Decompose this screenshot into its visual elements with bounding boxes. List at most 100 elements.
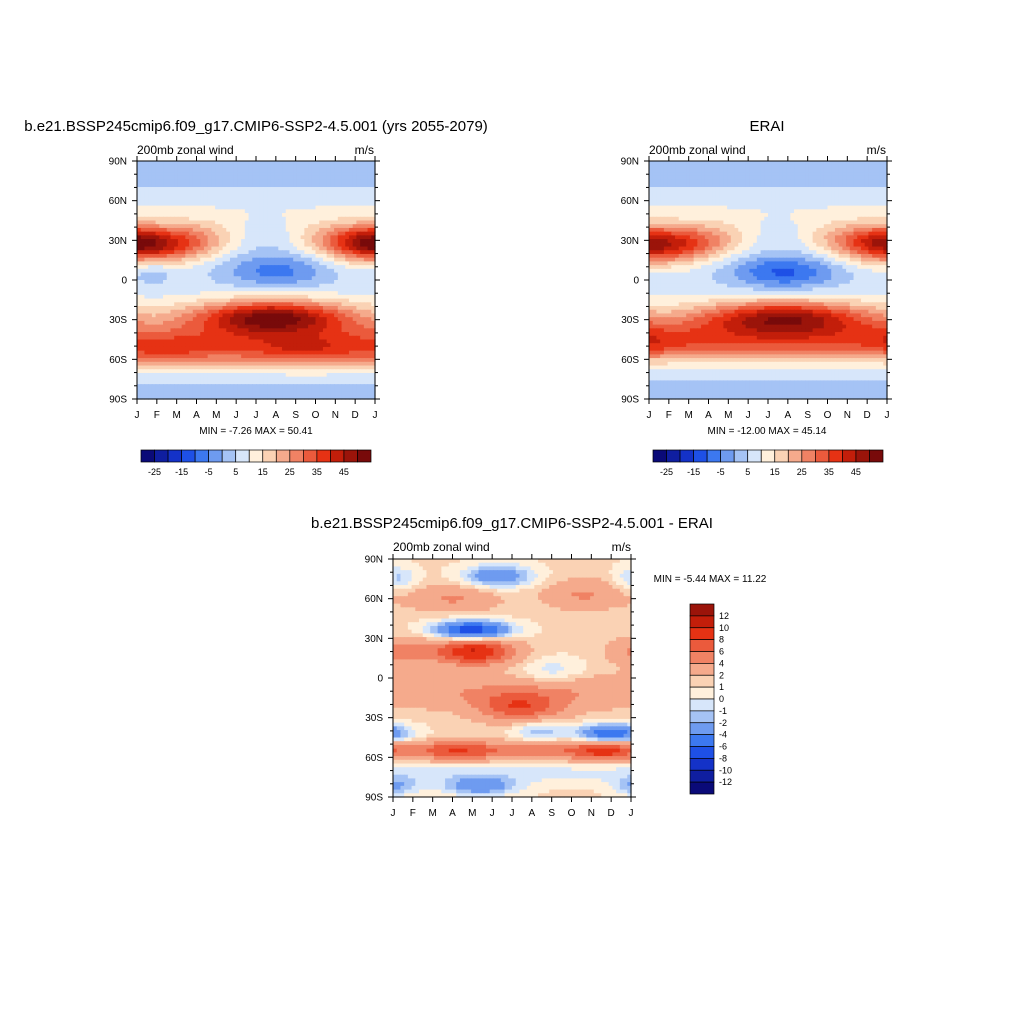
contour-cell	[349, 194, 353, 198]
contour-cell	[876, 180, 880, 184]
contour-cell	[252, 343, 256, 347]
contour-cell	[167, 287, 171, 291]
contour-cell	[223, 165, 227, 169]
contour-cell	[286, 258, 290, 262]
contour-cell	[798, 168, 802, 172]
contour-cell	[293, 209, 297, 213]
contour-cell	[342, 232, 346, 236]
colorbar-box	[209, 450, 223, 462]
contour-cell	[731, 168, 735, 172]
contour-cell	[185, 221, 189, 225]
colorbar-box	[303, 450, 317, 462]
contour-cell	[267, 276, 271, 280]
contour-cell	[368, 380, 372, 384]
contour-cell	[690, 172, 694, 176]
contour-cell	[185, 168, 189, 172]
contour-cell	[334, 328, 338, 332]
contour-cell	[249, 358, 253, 362]
contour-cell	[304, 336, 308, 340]
contour-cell	[197, 377, 201, 381]
contour-cell	[152, 183, 156, 187]
contour-cell	[237, 232, 241, 236]
contour-cell	[282, 317, 286, 321]
contour-cell	[282, 239, 286, 243]
contour-cell	[297, 247, 301, 251]
contour-cell	[338, 291, 342, 295]
contour-cell	[304, 377, 308, 381]
contour-cell	[668, 206, 672, 210]
contour-cell	[204, 273, 208, 277]
contour-cell	[338, 325, 342, 329]
contour-cell	[256, 247, 260, 251]
contour-cell	[330, 358, 334, 362]
contour-cell	[197, 217, 201, 221]
contour-cell	[204, 388, 208, 392]
contour-cell	[189, 254, 193, 258]
contour-cell	[178, 198, 182, 202]
contour-cell	[368, 302, 372, 306]
contour-cell	[839, 194, 843, 198]
contour-cell	[189, 354, 193, 358]
contour-cell	[174, 183, 178, 187]
contour-cell	[197, 180, 201, 184]
contour-cell	[356, 187, 360, 191]
contour-cell	[219, 362, 223, 366]
y-tick-label: 90N	[109, 157, 127, 168]
contour-cell	[148, 302, 152, 306]
contour-cell	[163, 317, 167, 321]
contour-cell	[278, 265, 282, 269]
contour-cell	[170, 358, 174, 362]
contour-cell	[226, 168, 230, 172]
contour-cell	[278, 209, 282, 213]
contour-cell	[816, 198, 820, 202]
contour-cell	[660, 165, 664, 169]
contour-cell	[208, 191, 212, 195]
contour-cell	[226, 176, 230, 180]
contour-cell	[286, 202, 290, 206]
contour-cell	[649, 194, 653, 198]
contour-cell	[820, 183, 824, 187]
contour-cell	[353, 206, 357, 210]
contour-cell	[241, 194, 245, 198]
contour-cell	[144, 328, 148, 332]
contour-cell	[338, 347, 342, 351]
contour-cell	[312, 354, 316, 358]
contour-cell	[679, 161, 683, 165]
contour-cell	[323, 224, 327, 228]
contour-cell	[148, 261, 152, 265]
contour-cell	[675, 165, 679, 169]
contour-cell	[783, 183, 787, 187]
contour-cell	[241, 373, 245, 377]
contour-cell	[200, 161, 204, 165]
contour-cell	[338, 183, 342, 187]
contour-cell	[278, 239, 282, 243]
contour-cell	[289, 250, 293, 254]
contour-cell	[204, 302, 208, 306]
contour-cell	[690, 176, 694, 180]
contour-cell	[824, 202, 828, 206]
contour-cell	[349, 369, 353, 373]
contour-cell	[245, 276, 249, 280]
contour-cell	[671, 183, 675, 187]
contour-cell	[182, 280, 186, 284]
contour-cell	[364, 239, 368, 243]
contour-cell	[664, 165, 668, 169]
contour-cell	[141, 377, 145, 381]
contour-cell	[159, 280, 163, 284]
contour-cell	[749, 161, 753, 165]
contour-cell	[241, 176, 245, 180]
contour-cell	[189, 161, 193, 165]
contour-cell	[241, 336, 245, 340]
contour-cell	[271, 302, 275, 306]
contour-cell	[686, 172, 690, 176]
contour-cell	[211, 354, 215, 358]
contour-cell	[156, 202, 160, 206]
contour-cell	[656, 172, 660, 176]
contour-cell	[297, 313, 301, 317]
contour-cell	[204, 265, 208, 269]
contour-cell	[159, 284, 163, 288]
contour-cell	[839, 176, 843, 180]
contour-cell	[289, 213, 293, 217]
contour-cell	[682, 191, 686, 195]
contour-cell	[293, 299, 297, 303]
